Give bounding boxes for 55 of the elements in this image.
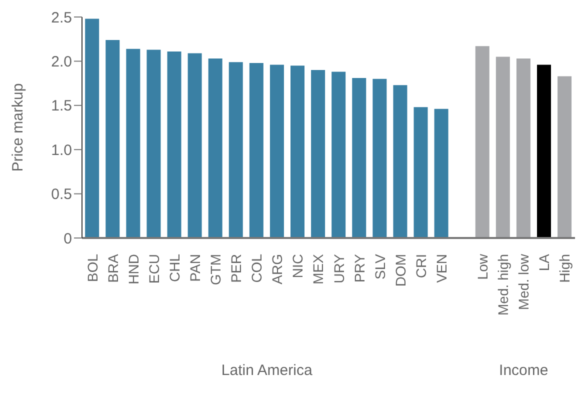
bar (537, 64, 551, 238)
bar (249, 62, 264, 238)
text: Income (498, 362, 550, 379)
x-tick-label: SLV (372, 253, 388, 280)
x-tick-label: Med. high (495, 254, 512, 316)
x-tick-label: Med. low (516, 253, 532, 310)
x-tick-label: ARG (269, 254, 286, 284)
bar (475, 46, 490, 238)
y-tick-label: 2.0 (51, 54, 72, 71)
bar (270, 64, 284, 238)
bar (372, 78, 387, 238)
bar (85, 18, 100, 238)
x-tick-label: PRY (351, 253, 368, 283)
bar (558, 76, 572, 238)
bar (208, 58, 222, 238)
x-tick-label: Low (474, 253, 491, 280)
x-tick-label: DOM (392, 254, 408, 287)
bar (106, 40, 120, 238)
bar (352, 78, 366, 238)
bar (393, 85, 408, 238)
x-tick-label: NIC (290, 254, 306, 278)
bar (311, 70, 326, 238)
bar (434, 108, 448, 238)
bar (414, 107, 428, 238)
x-tick-label: CHL (166, 254, 182, 282)
bar (332, 72, 346, 238)
text: Latin America (220, 362, 314, 379)
x-tick-label: HND (125, 254, 142, 284)
y-tick-label: 1.0 (51, 142, 72, 159)
bar (167, 51, 182, 238)
bar (516, 58, 530, 238)
x-tick-label: GTM (208, 254, 224, 286)
bar (188, 53, 202, 238)
x-tick-label: PER (228, 254, 244, 283)
x-tick-label: BOL (84, 254, 100, 282)
x-tick-label: URY (330, 253, 347, 284)
y-axis-title: Price markup (9, 83, 26, 172)
x-tick-label: ECU (146, 254, 162, 284)
bar (126, 48, 140, 238)
y-tick-label: 0 (64, 230, 72, 248)
x-tick-label: COL (248, 254, 265, 283)
bar (146, 50, 161, 238)
x-tick-label: BRA (104, 253, 121, 283)
x-tick-label: High (556, 254, 573, 283)
y-tick-label: 0.5 (51, 186, 72, 204)
x-tick-label: CRI (412, 254, 429, 278)
y-tick-label: 1.5 (51, 98, 72, 115)
bar (228, 62, 243, 238)
x-tick-label: VEN (433, 254, 450, 283)
bar (496, 56, 510, 238)
x-tick-label: LA (536, 253, 552, 272)
y-tick-label: 2.5 (51, 9, 72, 26)
bar (290, 66, 304, 238)
x-tick-label: PAN (186, 254, 203, 282)
x-tick-label: MEX (310, 253, 326, 284)
